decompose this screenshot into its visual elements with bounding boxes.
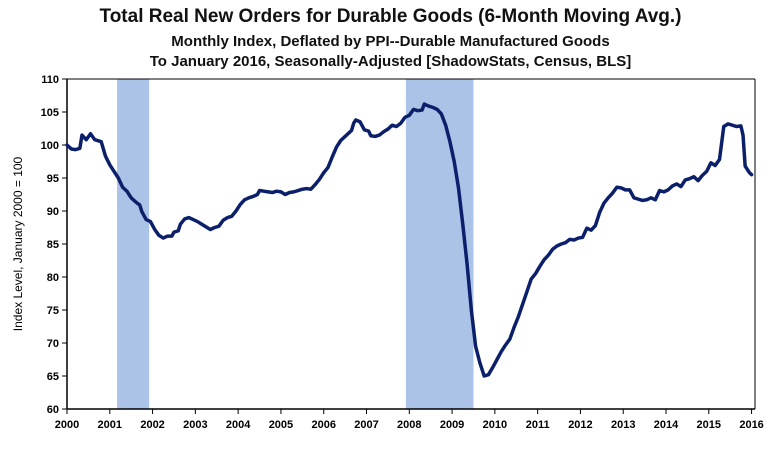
y-tick-label: 85	[47, 239, 59, 251]
y-tick-label: 60	[47, 404, 59, 416]
x-tick-label: 2014	[654, 419, 679, 431]
x-tick-label: 2008	[397, 419, 421, 431]
x-tick-label: 2007	[354, 419, 378, 431]
x-tick-label: 2010	[483, 419, 507, 431]
x-tick-label: 2013	[611, 419, 635, 431]
x-tick-label: 2012	[568, 419, 592, 431]
y-tick-label: 65	[47, 371, 59, 383]
x-tick-label: 2015	[697, 419, 721, 431]
y-axis-label: Index Level, January 2000 = 100	[11, 156, 25, 331]
y-tick-label: 105	[41, 107, 59, 119]
axis-ticks: 60 65 70 75 80 85 90 95 100 105 110 2000 2001 2002 200…	[41, 74, 764, 431]
x-tick-label: 2000	[55, 419, 79, 431]
y-tick-label: 90	[47, 206, 59, 218]
chart-subtitle-line-2: To January 2016, Seasonally-Adjusted [Sh…	[149, 53, 632, 70]
recession-band-1	[117, 79, 150, 409]
axes	[66, 78, 756, 410]
chart-title: Total Real New Orders for Durable Goods …	[99, 6, 682, 27]
x-tick-label: 2006	[311, 419, 335, 431]
x-tick-label: 2016	[739, 419, 763, 431]
series-line-1	[65, 102, 754, 378]
series-layer	[65, 102, 754, 378]
x-tick-label: 2003	[183, 419, 207, 431]
chart-subtitle-line-1: Monthly Index, Deflated by PPI--Durable …	[171, 33, 610, 50]
x-tick-label: 2011	[526, 419, 550, 431]
x-tick-label: 2005	[269, 419, 293, 431]
y-tick-label: 80	[47, 272, 59, 284]
x-tick-label: 2002	[140, 419, 164, 431]
y-tick-label: 100	[41, 140, 59, 152]
recession-band-2	[405, 79, 474, 409]
x-tick-label: 2001	[98, 419, 122, 431]
x-tick-label: 2004	[226, 419, 251, 431]
y-tick-label: 70	[47, 338, 59, 350]
y-tick-label: 75	[47, 305, 59, 317]
x-tick-label: 2009	[440, 419, 464, 431]
y-tick-label: 95	[47, 173, 59, 185]
recession-bands	[117, 79, 474, 409]
y-tick-label: 110	[41, 74, 59, 86]
